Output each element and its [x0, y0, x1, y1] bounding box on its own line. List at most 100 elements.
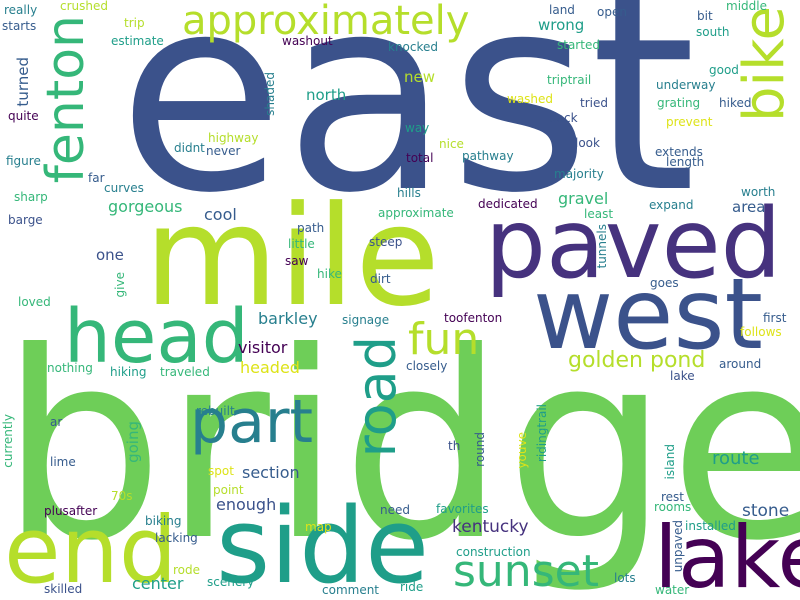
- word-fun: fun: [408, 314, 480, 365]
- word-rest: rest: [661, 490, 685, 504]
- word-road: road: [345, 336, 408, 458]
- word-ridingtrail: ridingtrail: [535, 404, 549, 463]
- word-didnt: didnt: [174, 141, 205, 155]
- word-washout: washout: [282, 34, 333, 48]
- word-quite: quite: [8, 109, 39, 123]
- word-starts: starts: [2, 19, 37, 33]
- word-biking: biking: [145, 514, 182, 528]
- word-bridge: bridge: [0, 297, 800, 597]
- word-lime: lime: [50, 455, 76, 469]
- word-total: total: [406, 151, 434, 165]
- word-majority: majority: [554, 167, 604, 181]
- word-visitor: visitor: [238, 338, 288, 357]
- word-really: really: [4, 3, 38, 17]
- word-crushed: crushed: [60, 0, 108, 13]
- word-gorgeous: gorgeous: [108, 197, 183, 216]
- word-island: island: [663, 444, 677, 480]
- word-th: th: [448, 439, 461, 453]
- word-kentucky: kentucky: [452, 517, 529, 537]
- word-youve: youve: [515, 432, 529, 469]
- word-traveled: traveled: [160, 365, 210, 379]
- word-worth: worth: [741, 185, 776, 199]
- word-path: path: [297, 221, 325, 235]
- word-tried: tried: [580, 96, 608, 110]
- word-sharp: sharp: [14, 190, 48, 204]
- word-west: west: [533, 258, 763, 372]
- word-pathway: pathway: [462, 149, 514, 163]
- word-going: going: [124, 421, 142, 463]
- word-approximate: approximate: [378, 206, 454, 220]
- word-map: map: [305, 520, 332, 534]
- word-fenton: fenton: [36, 15, 96, 184]
- word-signage: signage: [342, 313, 390, 327]
- word-water: water: [655, 583, 690, 597]
- word-ride: ride: [400, 580, 424, 594]
- word-knocked: knocked: [388, 40, 439, 54]
- word-saw: saw: [285, 254, 309, 268]
- word-first: first: [763, 311, 787, 325]
- word-shaded: shaded: [263, 72, 277, 116]
- word-prevent: prevent: [666, 115, 713, 129]
- word-open: open: [597, 5, 627, 19]
- word-way: way: [405, 121, 430, 135]
- word-rooms: rooms: [654, 500, 692, 514]
- word-toofenton: toofenton: [444, 311, 503, 325]
- word-construction: construction: [456, 545, 531, 559]
- word-bit: bit: [697, 9, 713, 23]
- word-back: back: [549, 111, 578, 125]
- word-rebuilt: rebuilt: [196, 404, 235, 418]
- word-south: south: [696, 25, 730, 39]
- word-scenery: scenery: [207, 575, 255, 589]
- word-part: part: [190, 387, 314, 457]
- word-plusafter: plusafter: [44, 504, 98, 518]
- word-barkley: barkley: [258, 309, 318, 328]
- word-started: started: [557, 38, 600, 52]
- word-installed: installed: [685, 519, 736, 533]
- word-lacking: lacking: [155, 531, 198, 545]
- word-hiked: hiked: [719, 96, 752, 110]
- word-washed: washed: [507, 92, 554, 106]
- word-headed: headed: [240, 358, 300, 377]
- word-enough: enough: [216, 495, 277, 514]
- word-land: land: [549, 3, 575, 17]
- word-ar: ar: [50, 415, 63, 429]
- word-follows: follows: [740, 325, 782, 339]
- word-section: section: [242, 463, 300, 482]
- word-give: give: [113, 272, 127, 298]
- word-hiking: hiking: [110, 365, 147, 379]
- word-triptrail: triptrail: [547, 73, 592, 87]
- word-cool: cool: [204, 205, 237, 224]
- word-length: length: [666, 155, 705, 169]
- word-70s: 70s: [111, 489, 133, 503]
- word-lake: lake: [654, 508, 800, 600]
- word-area: area: [732, 198, 766, 216]
- word-head: head: [64, 294, 249, 380]
- word-least: least: [584, 207, 614, 221]
- word-extends: extends: [655, 145, 703, 159]
- word-spot: spot: [208, 464, 234, 478]
- word-dedicated: dedicated: [478, 197, 538, 211]
- word-nice: nice: [439, 137, 464, 151]
- word-hills: hills: [397, 186, 421, 200]
- word-center: center: [132, 574, 184, 593]
- word-dirt: dirt: [370, 272, 391, 286]
- word-little: little: [288, 237, 315, 251]
- word-curves: curves: [104, 181, 144, 195]
- word-mile: mile: [144, 176, 441, 337]
- word-need: need: [380, 503, 410, 517]
- word-point: point: [213, 483, 244, 497]
- word-skilled: skilled: [44, 582, 83, 596]
- word-good: good: [709, 63, 739, 77]
- word-favorites: favorites: [436, 502, 489, 516]
- word-east: east: [118, 0, 697, 252]
- word-middle: middle: [726, 0, 767, 13]
- word-wrong: wrong: [538, 16, 585, 34]
- word-tunnels: tunnels: [595, 224, 609, 269]
- word-end: end: [4, 497, 178, 600]
- word-around: around: [719, 357, 762, 371]
- word-trip: trip: [124, 16, 145, 30]
- word-goes: goes: [650, 276, 679, 290]
- word-highway: highway: [208, 131, 259, 145]
- word-turned: turned: [14, 57, 32, 107]
